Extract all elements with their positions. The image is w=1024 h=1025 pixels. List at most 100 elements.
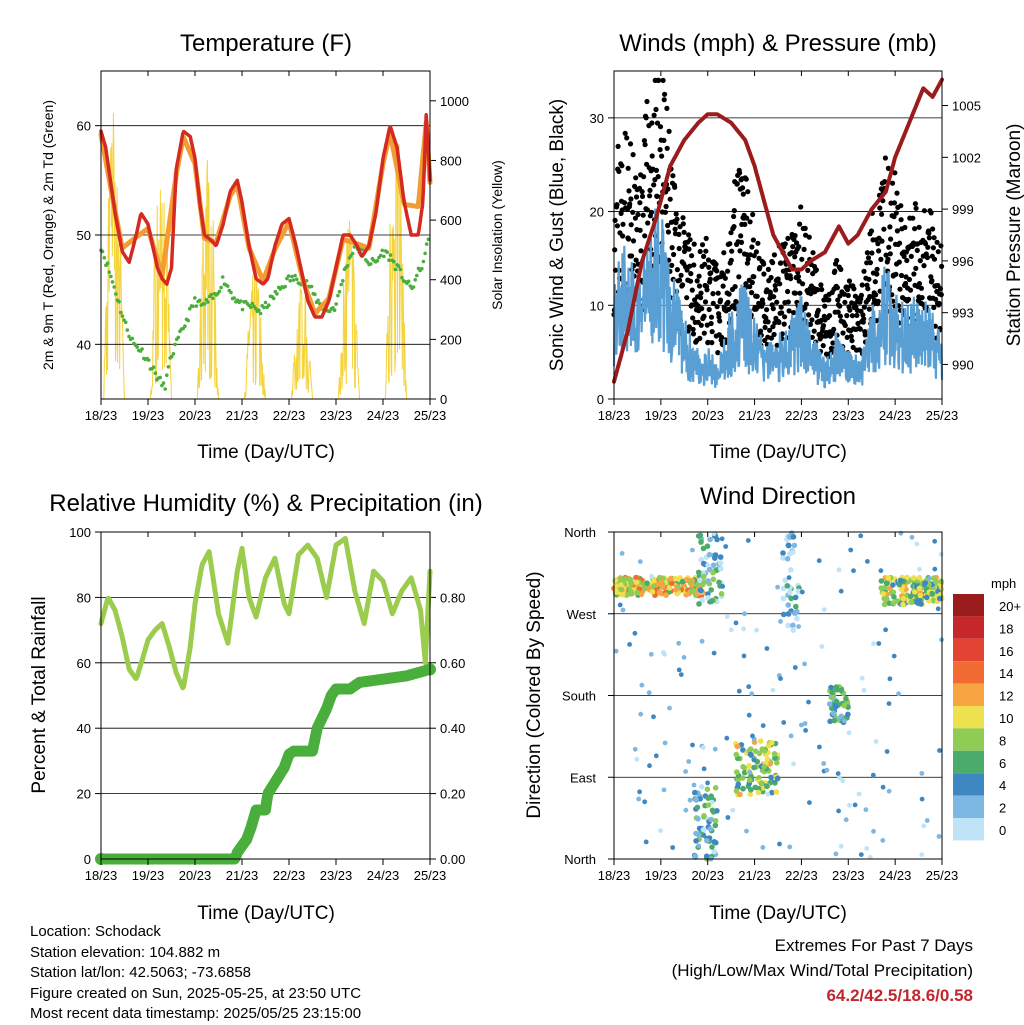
direction-point — [712, 785, 719, 791]
dewpoint-point — [217, 289, 222, 294]
gust-point — [768, 335, 775, 341]
colorbar-label: 2 — [999, 801, 1006, 816]
dewpoint-point — [112, 285, 116, 289]
direction-point — [633, 574, 639, 581]
gust-point — [729, 248, 735, 254]
gust-point — [807, 321, 814, 327]
direction-point — [840, 778, 846, 784]
colorbar-swatch — [953, 795, 984, 818]
gust-point — [908, 253, 914, 259]
dewpoint-point — [313, 292, 317, 297]
direction-point — [619, 551, 625, 556]
gust-point — [873, 292, 879, 298]
direction-point — [740, 785, 746, 792]
gust-point — [697, 335, 703, 341]
gust-point — [672, 184, 678, 190]
dewpoint-point — [110, 280, 115, 284]
dewpoint-point — [151, 365, 156, 370]
gust-point — [761, 261, 767, 267]
direction-point — [720, 584, 726, 589]
direction-point — [787, 589, 793, 595]
gust-point — [859, 282, 865, 288]
direction-point — [725, 815, 731, 820]
gust-point — [792, 290, 799, 296]
gust-point — [676, 231, 682, 237]
direction-point — [916, 597, 923, 603]
gust-point — [770, 306, 776, 312]
winds-y2tick-label: 1002 — [952, 150, 981, 165]
direction-point — [938, 551, 944, 557]
gust-point — [649, 120, 655, 126]
dewpoint-point — [194, 304, 199, 308]
direction-point — [792, 665, 798, 670]
gust-point — [694, 278, 700, 284]
gust-point — [761, 271, 767, 277]
direction-point — [784, 556, 791, 562]
gust-point — [835, 297, 841, 303]
gust-point — [803, 301, 809, 307]
direction-point — [705, 795, 712, 801]
gust-point — [633, 257, 639, 263]
gust-point — [728, 257, 734, 263]
gust-point — [713, 261, 719, 267]
dewpoint-point — [118, 310, 123, 315]
direction-xtick-label: 18/23 — [598, 868, 631, 883]
dewpoint-point — [426, 237, 431, 242]
gust-point — [762, 337, 768, 344]
direction-point — [750, 733, 755, 739]
gust-point — [755, 304, 761, 310]
gust-point — [931, 256, 938, 262]
direction-point — [705, 802, 712, 808]
temperature-y2tick-label: 600 — [440, 213, 462, 228]
gust-point — [820, 343, 826, 349]
gust-point — [747, 219, 753, 225]
gust-point — [691, 262, 697, 268]
temperature-xtick-label: 22/23 — [273, 408, 306, 423]
direction-point — [932, 538, 938, 544]
direction-point — [835, 771, 841, 776]
gust-point — [703, 248, 709, 254]
dewpoint-point — [219, 285, 223, 290]
gust-point — [819, 286, 825, 293]
dewpoint-point — [250, 301, 255, 306]
gust-point — [624, 135, 630, 141]
gust-point — [897, 286, 903, 292]
direction-point — [896, 691, 901, 697]
direction-point — [651, 583, 657, 589]
direction-point — [785, 622, 791, 629]
gust-point — [639, 193, 646, 199]
dewpoint-point — [339, 282, 344, 287]
dewpoint-point — [153, 371, 158, 376]
direction-point — [751, 757, 757, 763]
dewpoint-point — [197, 298, 202, 303]
gust-point — [864, 260, 870, 266]
gust-point — [860, 312, 866, 318]
gust-point — [642, 142, 648, 148]
direction-point — [885, 575, 892, 581]
dewpoint-point — [114, 292, 118, 296]
temperature-xtick-label: 21/23 — [226, 408, 259, 423]
gust-point — [848, 333, 854, 339]
direction-point — [821, 761, 827, 766]
direction-point — [759, 746, 765, 752]
direction-point — [637, 559, 643, 564]
gust-point — [901, 253, 907, 259]
dewpoint-point — [117, 299, 121, 304]
direction-point — [765, 791, 771, 797]
gust-point — [715, 290, 721, 296]
gust-point — [815, 307, 821, 313]
gust-point — [677, 277, 683, 283]
dewpoint-point — [105, 261, 110, 266]
gust-point — [699, 242, 706, 248]
direction-point — [770, 687, 776, 693]
dewpoint-point — [109, 274, 113, 279]
humidity-y2tick-label: 0.80 — [440, 590, 465, 605]
colorbar-label: 0 — [999, 823, 1006, 838]
gust-point — [776, 319, 782, 325]
gust-point — [689, 287, 695, 293]
direction-point — [828, 684, 834, 691]
gust-point — [687, 263, 693, 269]
colorbar-swatch — [953, 683, 984, 706]
dewpoint-point — [337, 289, 342, 294]
direction-point — [737, 791, 743, 798]
